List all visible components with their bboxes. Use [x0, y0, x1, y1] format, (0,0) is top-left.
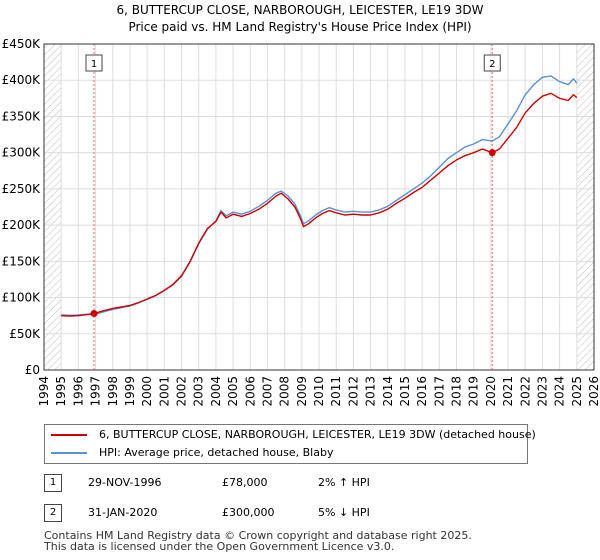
x-tick-label: 2001: [157, 376, 171, 407]
x-tick-label: 2004: [209, 376, 223, 407]
x-tick-label: 2018: [450, 376, 464, 407]
sale-row: 2 31-JAN-2020 £300,000 5% ↓ HPI: [44, 504, 544, 524]
y-tick-label: £50K: [9, 327, 41, 341]
y-tick-label: £250K: [2, 182, 42, 196]
y-tick-label: £300K: [2, 146, 42, 160]
y-tick-label: £0: [25, 363, 40, 377]
y-tick-label: £100K: [2, 291, 42, 305]
sale-point: [90, 309, 98, 317]
legend-swatch-price: [51, 434, 87, 436]
y-tick-label: £400K: [2, 73, 42, 87]
sale-label-number: 1: [91, 59, 97, 70]
x-tick-label: 2021: [501, 376, 515, 407]
x-tick-label: 2009: [295, 376, 309, 407]
legend-swatch-hpi: [51, 452, 87, 454]
hatched-region-after: [576, 44, 594, 370]
x-tick-label: 2011: [329, 376, 343, 407]
sale-number-badge: 2: [44, 504, 62, 522]
x-tick-label: 2019: [467, 376, 481, 407]
x-tick-label: 1999: [123, 376, 137, 407]
x-tick-label: 2016: [415, 376, 429, 407]
sale-point: [488, 149, 496, 157]
x-tick-label: 2025: [570, 376, 584, 407]
footer-copyright: Contains HM Land Registry data © Crown c…: [44, 529, 472, 542]
x-tick-label: 2008: [278, 376, 292, 407]
x-tick-label: 2023: [535, 376, 549, 407]
x-tick-label: 2014: [381, 376, 395, 407]
x-tick-label: 2017: [432, 376, 446, 407]
y-tick-label: £450K: [2, 37, 42, 51]
sale-date: 29-NOV-1996: [88, 476, 162, 489]
sale-label-box: [85, 54, 103, 72]
legend-label-hpi: HPI: Average price, detached house, Blab…: [99, 446, 334, 459]
x-tick-label: 2000: [140, 376, 154, 407]
chart-title: 6, BUTTERCUP CLOSE, NARBOROUGH, LEICESTE…: [116, 3, 483, 17]
sale-price: £78,000: [222, 476, 268, 489]
x-tick-label: 2026: [587, 376, 600, 407]
x-tick-label: 1994: [37, 376, 51, 407]
price-chart: 6, BUTTERCUP CLOSE, NARBOROUGH, LEICESTE…: [2, 3, 600, 407]
x-tick-label: 2022: [518, 376, 532, 407]
plot-frame: [43, 43, 595, 371]
hatched-region-before: [44, 44, 62, 370]
x-tick-label: 2007: [260, 376, 274, 407]
footer: Contains HM Land Registry data © Crown c…: [44, 530, 472, 552]
sale-row: 1 29-NOV-1996 £78,000 2% ↑ HPI: [44, 474, 544, 494]
sale-label-box: [483, 54, 501, 72]
y-tick-label: £200K: [2, 218, 42, 232]
sale-hpi-diff: 5% ↓ HPI: [318, 506, 370, 519]
x-tick-label: 1997: [89, 376, 103, 407]
y-tick-label: £150K: [2, 254, 42, 268]
sale-hpi-diff: 2% ↑ HPI: [318, 476, 370, 489]
x-tick-label: 1996: [71, 376, 85, 407]
x-tick-label: 2002: [175, 376, 189, 407]
x-tick-label: 1998: [106, 376, 120, 407]
legend: 6, BUTTERCUP CLOSE, NARBOROUGH, LEICESTE…: [44, 424, 536, 464]
sale-label-number: 2: [489, 59, 495, 70]
x-tick-label: 2005: [226, 376, 240, 407]
x-tick-label: 2012: [346, 376, 360, 407]
sale-date: 31-JAN-2020: [88, 506, 158, 519]
y-tick-label: £350K: [2, 109, 42, 123]
sale-price: £300,000: [222, 506, 275, 519]
x-tick-label: 2003: [192, 376, 206, 407]
x-tick-label: 2024: [553, 376, 567, 407]
legend-label-price: 6, BUTTERCUP CLOSE, NARBOROUGH, LEICESTE…: [99, 428, 536, 441]
footer-licence: This data is licensed under the Open Gov…: [44, 540, 395, 553]
x-tick-label: 2020: [484, 376, 498, 407]
x-tick-label: 2013: [364, 376, 378, 407]
sale-number-badge: 1: [44, 474, 62, 492]
x-tick-label: 2010: [312, 376, 326, 407]
x-tick-label: 2006: [243, 376, 257, 407]
x-tick-label: 1995: [54, 376, 68, 407]
chart-subtitle: Price paid vs. HM Land Registry's House …: [128, 20, 471, 34]
x-tick-label: 2015: [398, 376, 412, 407]
